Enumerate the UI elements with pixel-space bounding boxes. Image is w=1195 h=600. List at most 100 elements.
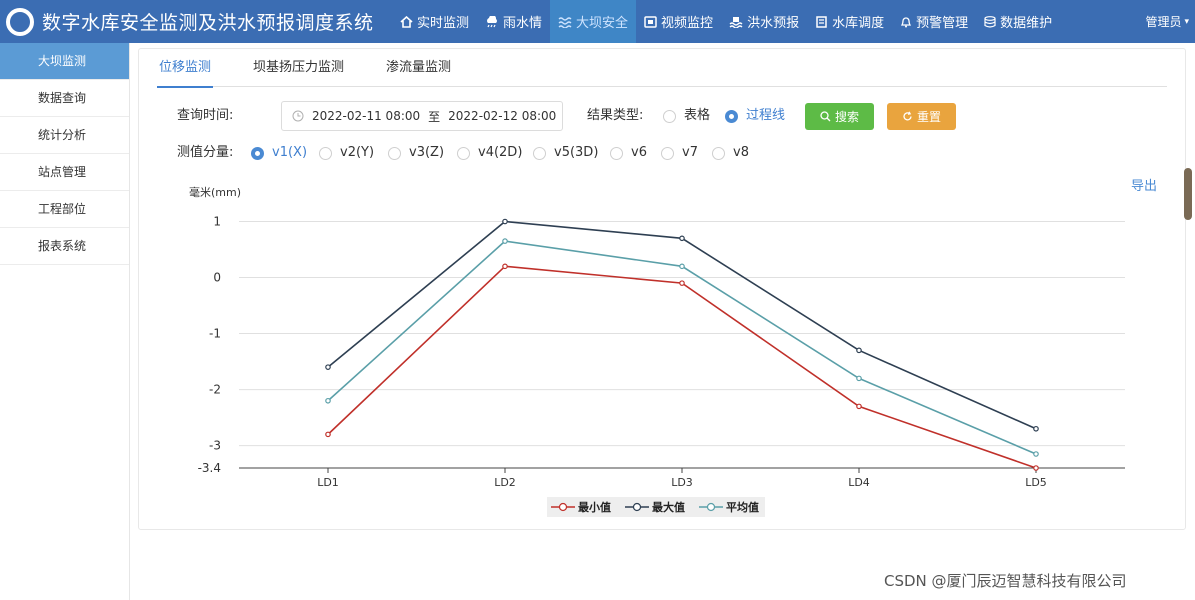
sidebar-item-data-query[interactable]: 数据查询 [0, 80, 129, 117]
camera-icon [644, 15, 657, 28]
nav-video[interactable]: 视频监控 [636, 0, 721, 43]
displacement-line-chart: 毫米(mm) 1 0 -1 -2 -3 -3.4 LD1 LD2 LD3 LD4 LD5 [189, 185, 1125, 489]
legend-label: 最小值 [578, 501, 611, 514]
tab-seepage[interactable]: 渗流量监测 [386, 60, 452, 75]
series-line-0 [327, 265, 1037, 469]
chevron-down-icon: ▾ [1184, 16, 1189, 27]
nav-data-maintenance[interactable]: 数据维护 [976, 0, 1060, 43]
main-panel: 位移监测 坝基扬压力监测 渗流量监测 查询时间: 2022-02-11 08:0… [138, 48, 1186, 530]
legend-item-max[interactable]: 最大值 [625, 499, 685, 515]
radio-dot [661, 146, 674, 160]
legend-item-avg[interactable]: 平均值 [699, 499, 759, 515]
chart-legend: 最小值 最大值 平均值 [547, 497, 765, 517]
radio-v3[interactable]: v3(Z) [388, 141, 444, 165]
sidebar-item-engineering-parts[interactable]: 工程部位 [0, 191, 129, 228]
radio-v5[interactable]: v5(3D) [533, 141, 598, 165]
water-waves-icon [558, 16, 572, 28]
data-point [1033, 451, 1039, 457]
radio-v1[interactable]: v1(X) [251, 141, 307, 165]
home-icon [400, 15, 413, 28]
sidebar-item-dam-monitoring[interactable]: 大坝监测 [0, 43, 129, 80]
data-point [679, 280, 685, 286]
radio-label: v3(Z) [409, 145, 445, 160]
radio-v8[interactable]: v8 [712, 141, 749, 165]
search-button[interactable]: 搜索 [805, 103, 874, 130]
sidebar-item-report-system[interactable]: 报表系统 [0, 228, 129, 265]
radio-v4[interactable]: v4(2D) [457, 141, 522, 165]
y-tick-label: -3.4 [198, 461, 221, 475]
radio-v7[interactable]: v7 [661, 141, 698, 165]
start-date[interactable]: 2022-02-11 08:00 [312, 109, 421, 123]
legend-line-marker [551, 502, 575, 512]
sidebar-item-station-management[interactable]: 站点管理 [0, 154, 129, 191]
nav-label: 雨水情 [503, 16, 543, 31]
y-tick-label: 1 [213, 215, 221, 229]
y-tick-label: 0 [213, 271, 221, 285]
radio-dot [533, 146, 546, 160]
radio-dot [663, 109, 676, 123]
radio-v6[interactable]: v6 [610, 141, 647, 165]
page-scrollbar[interactable] [1184, 168, 1192, 220]
legend-label: 最大值 [652, 501, 685, 514]
nav-dam-safety[interactable]: 大坝安全 [550, 0, 637, 43]
end-date[interactable]: 2022-02-12 08:00 [448, 109, 557, 123]
tab-uplift-pressure[interactable]: 坝基扬压力监测 [253, 60, 345, 75]
nav-warning[interactable]: 预警管理 [892, 0, 976, 43]
radio-label: 表格 [684, 108, 711, 123]
reset-button-label: 重置 [916, 110, 941, 124]
radio-dot [725, 109, 738, 123]
data-point [679, 235, 685, 242]
nav-label: 实时监测 [417, 16, 470, 31]
radio-label: v5(3D) [554, 145, 599, 160]
x-tick-label: LD5 [1025, 476, 1047, 489]
radio-dot [712, 146, 725, 160]
nav-label: 大坝安全 [576, 16, 629, 31]
sidebar-item-statistics[interactable]: 统计分析 [0, 117, 129, 154]
nav-realtime[interactable]: 实时监测 [392, 0, 477, 43]
y-tick-label: -2 [209, 383, 221, 397]
sidebar: 大坝监测 数据查询 统计分析 站点管理 工程部位 报表系统 [0, 43, 130, 600]
date-range-picker[interactable]: 2022-02-11 08:00 至 2022-02-12 08:00 [281, 101, 563, 131]
app-logo [6, 7, 34, 36]
reset-button[interactable]: 重置 [887, 103, 956, 130]
clock-icon [292, 110, 304, 122]
radio-table[interactable]: 表格 [663, 101, 710, 131]
radio-label: v8 [733, 145, 749, 160]
data-point [856, 375, 862, 382]
radio-label: v1(X) [272, 145, 308, 160]
legend-item-min[interactable]: 最小值 [551, 499, 611, 515]
data-point [325, 397, 331, 404]
query-time-label: 查询时间: [177, 108, 234, 123]
nav-label: 洪水预报 [747, 16, 800, 31]
data-point [1033, 425, 1039, 432]
nav-flood-forecast[interactable]: 洪水预报 [721, 0, 807, 43]
x-tick-label: LD1 [317, 476, 339, 489]
nav-rain[interactable]: 雨水情 [477, 0, 550, 43]
user-menu[interactable]: 管理员 ▾ [1145, 0, 1189, 43]
nav-reservoir-dispatch[interactable]: 水库调度 [807, 0, 892, 43]
flood-icon [729, 16, 743, 28]
radio-v2[interactable]: v2(Y) [319, 141, 374, 165]
tab-displacement[interactable]: 位移监测 [157, 49, 214, 88]
series-line-1 [327, 220, 1037, 430]
search-button-label: 搜索 [834, 110, 859, 124]
radio-process-line[interactable]: 过程线 [725, 101, 785, 131]
main-nav: 实时监测 雨水情 大坝安全 视频监控 洪水预报 水库调度 预警管理 数据维护 [392, 0, 1060, 43]
y-axis-title: 毫米(mm) [189, 185, 241, 199]
refresh-icon [903, 111, 912, 121]
database-icon [984, 15, 996, 28]
radio-label: 过程线 [746, 108, 786, 123]
search-icon [820, 111, 831, 122]
radio-label: v4(2D) [478, 145, 523, 160]
x-tick-label: LD2 [494, 476, 516, 489]
export-link[interactable]: 导出 [1131, 179, 1158, 194]
radio-dot [251, 146, 264, 160]
series-line-2 [327, 240, 1037, 455]
watermark: CSDN @厦门辰迈智慧科技有限公司 [884, 572, 1127, 590]
date-separator: 至 [428, 109, 441, 124]
data-point [856, 347, 862, 354]
y-tick-label: -1 [209, 327, 221, 341]
radio-label: v2(Y) [340, 145, 375, 160]
bell-icon [901, 16, 912, 27]
result-type-label: 结果类型: [587, 108, 644, 123]
